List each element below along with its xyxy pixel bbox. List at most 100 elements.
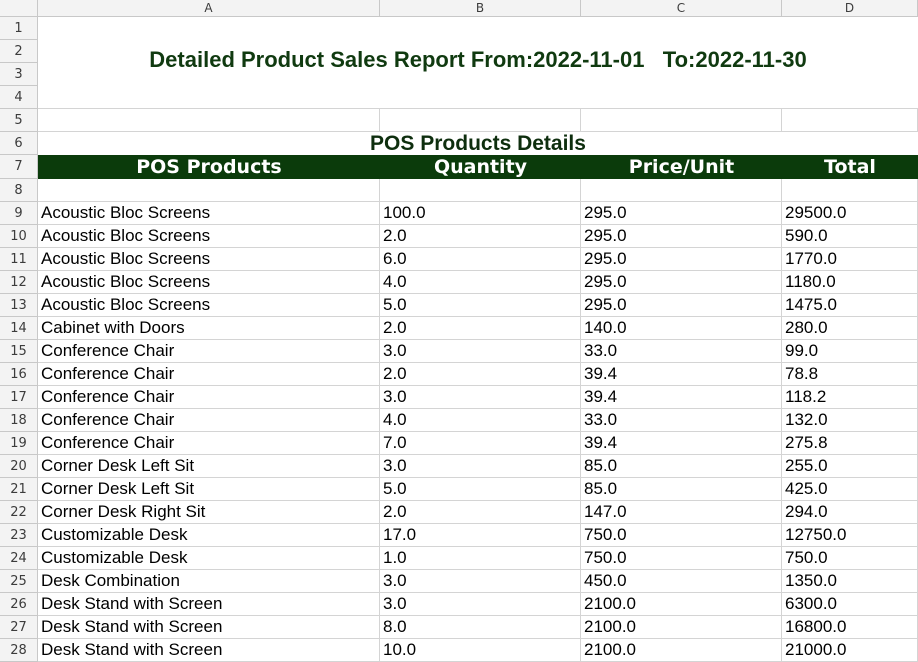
cell-product[interactable]: Corner Desk Right Sit [38, 501, 380, 524]
row-header[interactable]: 7 [0, 155, 38, 179]
column-header-c[interactable]: C [581, 0, 782, 17]
cell-total[interactable]: 275.8 [782, 432, 918, 455]
cell-price[interactable]: 33.0 [581, 409, 782, 432]
cell-quantity[interactable]: 7.0 [380, 432, 581, 455]
cell-product[interactable]: Conference Chair [38, 386, 380, 409]
cell-b8[interactable] [380, 179, 581, 202]
cell-quantity[interactable]: 100.0 [380, 202, 581, 225]
cell-total[interactable]: 99.0 [782, 340, 918, 363]
cell-quantity[interactable]: 10.0 [380, 639, 581, 662]
cell-price[interactable]: 450.0 [581, 570, 782, 593]
cell-b5[interactable] [380, 109, 581, 132]
cell-d8[interactable] [782, 179, 918, 202]
cell-total[interactable]: 16800.0 [782, 616, 918, 639]
cell-quantity[interactable]: 6.0 [380, 248, 581, 271]
cell-price[interactable]: 2100.0 [581, 616, 782, 639]
cell-total[interactable]: 294.0 [782, 501, 918, 524]
cell-product[interactable]: Conference Chair [38, 340, 380, 363]
cell-quantity[interactable]: 3.0 [380, 386, 581, 409]
row-header[interactable]: 1 [0, 17, 38, 40]
cell-product[interactable]: Corner Desk Left Sit [38, 455, 380, 478]
cell-d5[interactable] [782, 109, 918, 132]
cell-price[interactable]: 39.4 [581, 432, 782, 455]
cell-product[interactable]: Desk Stand with Screen [38, 593, 380, 616]
row-header[interactable]: 3 [0, 63, 38, 86]
cell-product[interactable]: Acoustic Bloc Screens [38, 202, 380, 225]
cell-price[interactable]: 295.0 [581, 271, 782, 294]
cell-product[interactable]: Desk Combination [38, 570, 380, 593]
column-header-b[interactable]: B [380, 0, 581, 17]
row-header[interactable]: 12 [0, 271, 38, 294]
cell-price[interactable]: 295.0 [581, 248, 782, 271]
cell-product[interactable]: Customizable Desk [38, 547, 380, 570]
cell-quantity[interactable]: 2.0 [380, 225, 581, 248]
cell-product[interactable]: Desk Stand with Screen [38, 639, 380, 662]
cell-quantity[interactable]: 3.0 [380, 340, 581, 363]
cell-quantity[interactable]: 5.0 [380, 294, 581, 317]
row-header[interactable]: 21 [0, 478, 38, 501]
row-header[interactable]: 13 [0, 294, 38, 317]
cell-product[interactable]: Conference Chair [38, 432, 380, 455]
cell-price[interactable]: 39.4 [581, 386, 782, 409]
cell-price[interactable]: 33.0 [581, 340, 782, 363]
row-header[interactable]: 4 [0, 86, 38, 109]
row-header[interactable]: 8 [0, 179, 38, 202]
row-header[interactable]: 24 [0, 547, 38, 570]
cell-price[interactable]: 39.4 [581, 363, 782, 386]
cell-total[interactable]: 750.0 [782, 547, 918, 570]
cell-price[interactable]: 2100.0 [581, 639, 782, 662]
cell-total[interactable]: 1180.0 [782, 271, 918, 294]
merged-title-area[interactable] [38, 17, 918, 109]
column-header-a[interactable]: A [38, 0, 380, 17]
cell-price[interactable]: 750.0 [581, 547, 782, 570]
row-header[interactable]: 25 [0, 570, 38, 593]
cell-total[interactable]: 1770.0 [782, 248, 918, 271]
cell-price[interactable]: 295.0 [581, 294, 782, 317]
cell-c8[interactable] [581, 179, 782, 202]
cell-product[interactable]: Cabinet with Doors [38, 317, 380, 340]
row-header[interactable]: 17 [0, 386, 38, 409]
cell-quantity[interactable]: 3.0 [380, 455, 581, 478]
cell-c5[interactable] [581, 109, 782, 132]
cell-quantity[interactable]: 17.0 [380, 524, 581, 547]
row-header[interactable]: 9 [0, 202, 38, 225]
cell-product[interactable]: Acoustic Bloc Screens [38, 225, 380, 248]
cell-price[interactable]: 147.0 [581, 501, 782, 524]
cell-a5[interactable] [38, 109, 380, 132]
cell-price[interactable]: 750.0 [581, 524, 782, 547]
cell-price[interactable]: 2100.0 [581, 593, 782, 616]
row-header[interactable]: 5 [0, 109, 38, 132]
row-header[interactable]: 15 [0, 340, 38, 363]
cell-total[interactable]: 1350.0 [782, 570, 918, 593]
cell-product[interactable]: Acoustic Bloc Screens [38, 271, 380, 294]
cell-product[interactable]: Desk Stand with Screen [38, 616, 380, 639]
cell-quantity[interactable]: 8.0 [380, 616, 581, 639]
cell-product[interactable]: Conference Chair [38, 409, 380, 432]
column-header-d[interactable]: D [782, 0, 918, 17]
row-header[interactable]: 19 [0, 432, 38, 455]
row-header[interactable]: 16 [0, 363, 38, 386]
cell-total[interactable]: 255.0 [782, 455, 918, 478]
row-header[interactable]: 14 [0, 317, 38, 340]
cell-total[interactable]: 425.0 [782, 478, 918, 501]
row-header[interactable]: 27 [0, 616, 38, 639]
cell-price[interactable]: 295.0 [581, 202, 782, 225]
select-all-corner[interactable] [0, 0, 38, 17]
cell-quantity[interactable]: 5.0 [380, 478, 581, 501]
cell-quantity[interactable]: 4.0 [380, 409, 581, 432]
row-header[interactable]: 18 [0, 409, 38, 432]
row-header[interactable]: 10 [0, 225, 38, 248]
cell-total[interactable]: 29500.0 [782, 202, 918, 225]
row-header[interactable]: 6 [0, 132, 38, 155]
cell-quantity[interactable]: 2.0 [380, 363, 581, 386]
cell-total[interactable]: 280.0 [782, 317, 918, 340]
row-header[interactable]: 28 [0, 639, 38, 662]
cell-total[interactable]: 132.0 [782, 409, 918, 432]
row-header[interactable]: 22 [0, 501, 38, 524]
cell-quantity[interactable]: 1.0 [380, 547, 581, 570]
cell-price[interactable]: 140.0 [581, 317, 782, 340]
row-header[interactable]: 26 [0, 593, 38, 616]
row-header[interactable]: 11 [0, 248, 38, 271]
cell-quantity[interactable]: 3.0 [380, 570, 581, 593]
cell-total[interactable]: 1475.0 [782, 294, 918, 317]
